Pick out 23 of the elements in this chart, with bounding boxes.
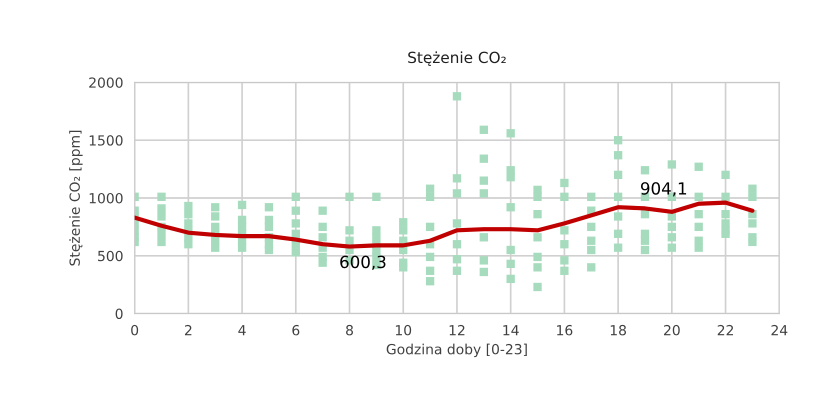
x-tick-label: 14: [503, 325, 519, 336]
x-tick-label: 8: [346, 324, 353, 336]
x-tick-label: 16: [557, 324, 572, 336]
y-tick-label: 500: [98, 250, 123, 262]
chart-title: Stężenie CO₂: [408, 51, 506, 66]
x-tick-label: 12: [450, 324, 464, 336]
x-tick-label: 24: [771, 324, 788, 336]
x-tick-label: 20: [664, 324, 680, 336]
y-tick-label: 1000: [90, 192, 123, 204]
y-tick-label: 2000: [89, 77, 123, 88]
y-tick-label: 0: [116, 308, 123, 320]
annotation: 600,3: [340, 256, 386, 270]
x-tick-label: 0: [131, 324, 138, 336]
x-tick-label: 6: [292, 324, 300, 336]
x-tick-label: 2: [184, 324, 192, 336]
annotation: 904,1: [640, 182, 686, 196]
x-tick-label: 22: [718, 324, 734, 336]
y-axis-title: Stężenie CO₂ [ppm]: [69, 130, 83, 266]
x-tick-label: 4: [238, 325, 246, 336]
x-tick-label: 18: [610, 324, 626, 336]
x-tick-label: 10: [396, 324, 412, 336]
y-tick-label: 1500: [90, 135, 123, 146]
x-axis-title: Godzina doby [0-23]: [386, 344, 527, 358]
